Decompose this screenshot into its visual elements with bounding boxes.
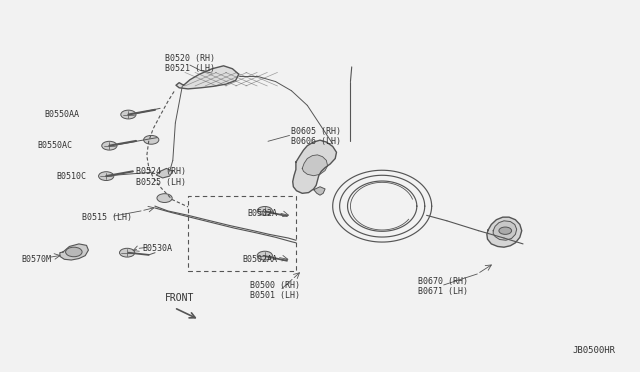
Text: B0605 (RH)
B0606 (LH): B0605 (RH) B0606 (LH): [291, 127, 342, 146]
Circle shape: [102, 141, 117, 150]
Circle shape: [121, 110, 136, 119]
Text: B0670 (RH)
B0671 (LH): B0670 (RH) B0671 (LH): [419, 277, 468, 296]
Circle shape: [65, 247, 82, 257]
Polygon shape: [292, 140, 337, 193]
Text: B0530A: B0530A: [142, 244, 172, 253]
Polygon shape: [60, 244, 88, 260]
Text: B0524 (RH)
B0525 (LH): B0524 (RH) B0525 (LH): [136, 167, 186, 186]
Text: B0520 (RH)
B0521 (LH): B0520 (RH) B0521 (LH): [164, 54, 214, 73]
Polygon shape: [314, 187, 325, 195]
Text: B0550AA: B0550AA: [44, 110, 79, 119]
Circle shape: [143, 135, 159, 144]
Circle shape: [257, 206, 273, 215]
Polygon shape: [487, 217, 522, 247]
Circle shape: [99, 172, 114, 180]
Polygon shape: [156, 169, 173, 178]
Text: B0510C: B0510C: [57, 172, 86, 181]
Text: B0570M: B0570M: [22, 255, 52, 264]
Polygon shape: [176, 66, 239, 89]
Text: B0515 (LH): B0515 (LH): [82, 213, 132, 222]
Circle shape: [120, 248, 135, 257]
Circle shape: [257, 251, 273, 260]
Text: B0500 (RH)
B0501 (LH): B0500 (RH) B0501 (LH): [250, 281, 300, 300]
Text: FRONT: FRONT: [164, 292, 194, 302]
Text: JB0500HR: JB0500HR: [572, 346, 615, 355]
Polygon shape: [493, 221, 516, 240]
Text: B0502A: B0502A: [247, 209, 277, 218]
Text: B0502AA: B0502AA: [243, 255, 278, 264]
Text: B0550AC: B0550AC: [38, 141, 73, 150]
Circle shape: [499, 227, 511, 234]
Circle shape: [157, 194, 172, 202]
Polygon shape: [302, 155, 328, 176]
